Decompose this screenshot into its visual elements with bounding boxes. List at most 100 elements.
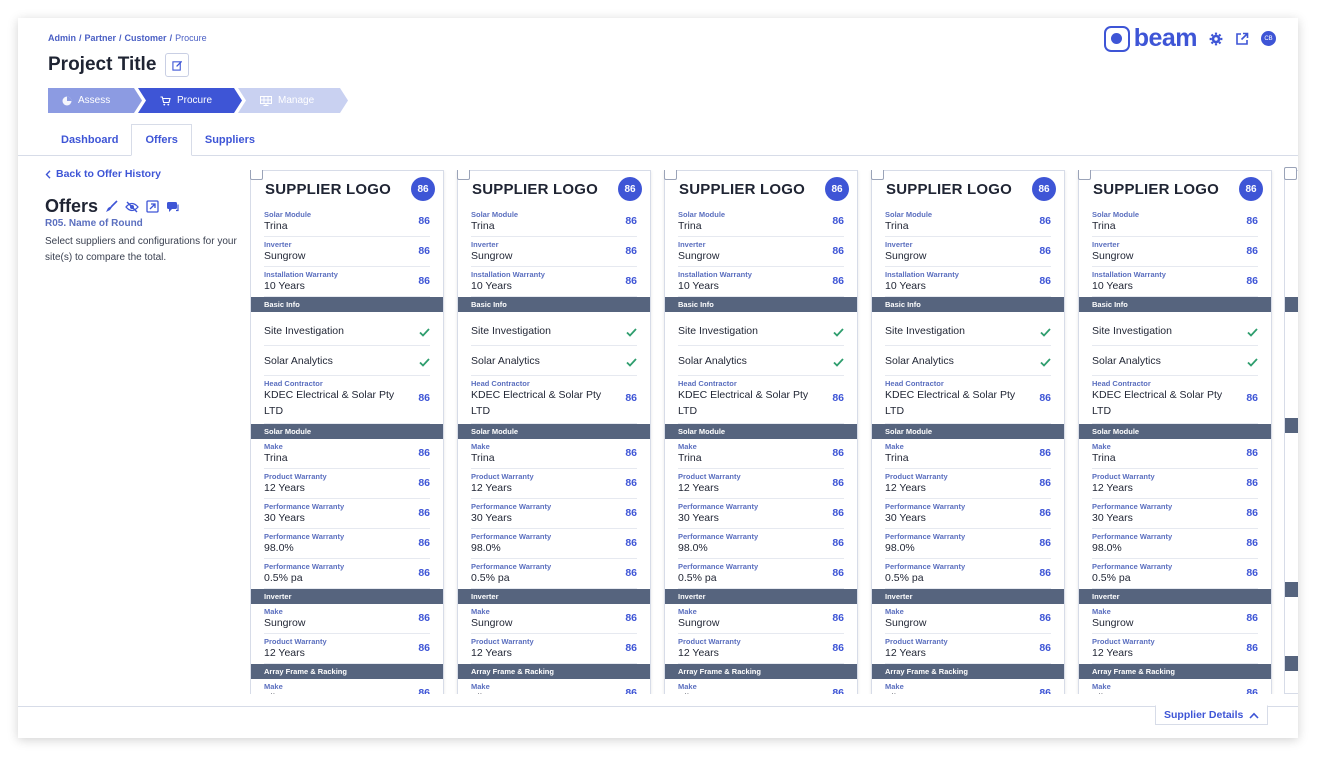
offer-row-score[interactable]: 86 xyxy=(625,537,637,549)
offer-card-checkbox[interactable] xyxy=(1078,170,1091,180)
offer-row-score[interactable]: 86 xyxy=(418,215,430,227)
offer-row-score[interactable]: 86 xyxy=(832,642,844,654)
tab-dashboard[interactable]: Dashboard xyxy=(61,134,119,146)
offer-row-score[interactable]: 86 xyxy=(625,447,637,459)
offer-row-score[interactable]: 86 xyxy=(832,537,844,549)
offer-row-score[interactable]: 86 xyxy=(832,477,844,489)
offer-row: Head Contractor KDEC Electrical & Solar P… xyxy=(885,376,1051,424)
offer-row-score[interactable]: 86 xyxy=(625,215,637,227)
offer-row-score[interactable]: 86 xyxy=(832,245,844,257)
page-title: Project Title xyxy=(48,54,157,75)
offer-row-score[interactable]: 86 xyxy=(418,477,430,489)
offer-row-score[interactable]: 86 xyxy=(1039,687,1051,694)
offer-row-label: Performance Warranty xyxy=(264,502,345,511)
offer-row-score[interactable]: 86 xyxy=(832,447,844,459)
step-assess[interactable]: Assess xyxy=(48,88,142,113)
gear-icon[interactable] xyxy=(1209,32,1223,46)
breadcrumb-partner[interactable]: Partner xyxy=(84,33,117,43)
open-in-new-icon[interactable] xyxy=(146,200,159,213)
broom-icon[interactable] xyxy=(105,200,118,213)
tab-suppliers[interactable]: Suppliers xyxy=(204,134,255,146)
offer-row: Product Warranty 12 Years 86 xyxy=(264,634,430,664)
offer-row-score[interactable]: 86 xyxy=(1246,507,1258,519)
offer-card-checkbox[interactable] xyxy=(664,170,677,180)
offer-row-score[interactable]: 86 xyxy=(1246,537,1258,549)
offer-row-score[interactable]: 86 xyxy=(418,392,430,404)
beam-logo-mark xyxy=(1103,25,1130,52)
offer-card-checkbox[interactable] xyxy=(250,170,263,180)
offer-row-score[interactable]: 86 xyxy=(1039,567,1051,579)
offer-row-score[interactable]: 86 xyxy=(1039,447,1051,459)
offer-row-score[interactable]: 86 xyxy=(832,567,844,579)
offer-row-score[interactable]: 86 xyxy=(832,392,844,404)
offer-row-score[interactable]: 86 xyxy=(1246,215,1258,227)
external-link-icon[interactable] xyxy=(1235,32,1249,46)
offer-row-score[interactable]: 86 xyxy=(832,215,844,227)
offer-row-score[interactable]: 86 xyxy=(1039,215,1051,227)
offer-row-score[interactable]: 86 xyxy=(1039,612,1051,624)
check-icon xyxy=(419,324,430,342)
offer-row-label: Inverter xyxy=(471,240,499,249)
offer-row-score[interactable]: 86 xyxy=(418,275,430,287)
offer-row-score[interactable]: 86 xyxy=(1246,477,1258,489)
offer-row-score[interactable]: 86 xyxy=(625,642,637,654)
offer-row-score[interactable]: 86 xyxy=(418,447,430,459)
offer-row-score[interactable]: 86 xyxy=(625,245,637,257)
eye-slash-icon[interactable] xyxy=(125,201,139,213)
offer-row-score[interactable]: 86 xyxy=(1039,477,1051,489)
breadcrumb-admin[interactable]: Admin xyxy=(48,33,76,43)
offer-row-score[interactable]: 86 xyxy=(625,507,637,519)
offer-row-score[interactable]: 86 xyxy=(418,537,430,549)
section-solar-module: Solar Module xyxy=(872,424,1064,439)
offer-card-checkbox[interactable] xyxy=(871,170,884,180)
offer-row: Performance Warranty 98.0% 86 xyxy=(678,529,844,559)
offer-row-score[interactable]: 86 xyxy=(832,275,844,287)
offer-row-score[interactable]: 86 xyxy=(625,567,637,579)
offer-row-score[interactable]: 86 xyxy=(832,687,844,694)
offer-row-score[interactable]: 86 xyxy=(1039,507,1051,519)
offer-row-score[interactable]: 86 xyxy=(625,687,637,694)
offer-row-score[interactable]: 86 xyxy=(1039,537,1051,549)
offer-row-score[interactable]: 86 xyxy=(418,642,430,654)
section-array-frame: Array Frame & Racking xyxy=(458,664,650,679)
edit-title-button[interactable] xyxy=(165,53,190,77)
offer-row-label: Installation Warranty xyxy=(471,270,545,279)
offer-row-score[interactable]: 86 xyxy=(418,612,430,624)
offer-row: Product Warranty 12 Years 86 xyxy=(471,469,637,499)
offer-row-score[interactable]: 86 xyxy=(418,245,430,257)
offer-row-score[interactable]: 86 xyxy=(1039,642,1051,654)
offer-row-score[interactable]: 86 xyxy=(625,612,637,624)
offer-row-score[interactable]: 86 xyxy=(832,507,844,519)
offer-row-score[interactable]: 86 xyxy=(1039,275,1051,287)
offer-row-score[interactable]: 86 xyxy=(1039,392,1051,404)
step-procure[interactable]: Procure xyxy=(138,88,242,113)
offer-row-score[interactable]: 86 xyxy=(418,567,430,579)
offer-row-score[interactable]: 86 xyxy=(1039,245,1051,257)
offer-card-checkbox[interactable] xyxy=(1284,167,1297,180)
offer-row-score[interactable]: 86 xyxy=(625,275,637,287)
offer-row-score[interactable]: 86 xyxy=(1246,612,1258,624)
offer-card-checkbox[interactable] xyxy=(457,170,470,180)
breadcrumb-customer[interactable]: Customer xyxy=(124,33,167,43)
offer-row-score[interactable]: 86 xyxy=(418,507,430,519)
back-to-offer-history-link[interactable]: Back to Offer History xyxy=(45,168,245,180)
offer-row-score[interactable]: 86 xyxy=(1246,642,1258,654)
offer-row-score[interactable]: 86 xyxy=(1246,447,1258,459)
offer-row: Head Contractor KDEC Electrical & Solar P… xyxy=(678,376,844,424)
comments-icon[interactable] xyxy=(166,201,180,213)
offer-row-score[interactable]: 86 xyxy=(1246,392,1258,404)
offer-row-score[interactable]: 86 xyxy=(1246,687,1258,694)
section-array-frame: Array Frame & Racking xyxy=(872,664,1064,679)
offer-row-score[interactable]: 86 xyxy=(1246,245,1258,257)
offer-row-score[interactable]: 86 xyxy=(832,612,844,624)
offer-row-score[interactable]: 86 xyxy=(1246,567,1258,579)
supplier-details-toggle[interactable]: Supplier Details xyxy=(1155,705,1269,725)
offer-row-score[interactable]: 86 xyxy=(625,392,637,404)
tab-offers[interactable]: Offers xyxy=(131,124,192,156)
offer-row-score[interactable]: 86 xyxy=(418,687,430,694)
offer-row-label: Product Warranty xyxy=(1092,637,1155,646)
step-manage[interactable]: Manage xyxy=(238,88,348,113)
offer-row-score[interactable]: 86 xyxy=(625,477,637,489)
user-avatar[interactable]: CB xyxy=(1261,31,1276,46)
offer-row-score[interactable]: 86 xyxy=(1246,275,1258,287)
